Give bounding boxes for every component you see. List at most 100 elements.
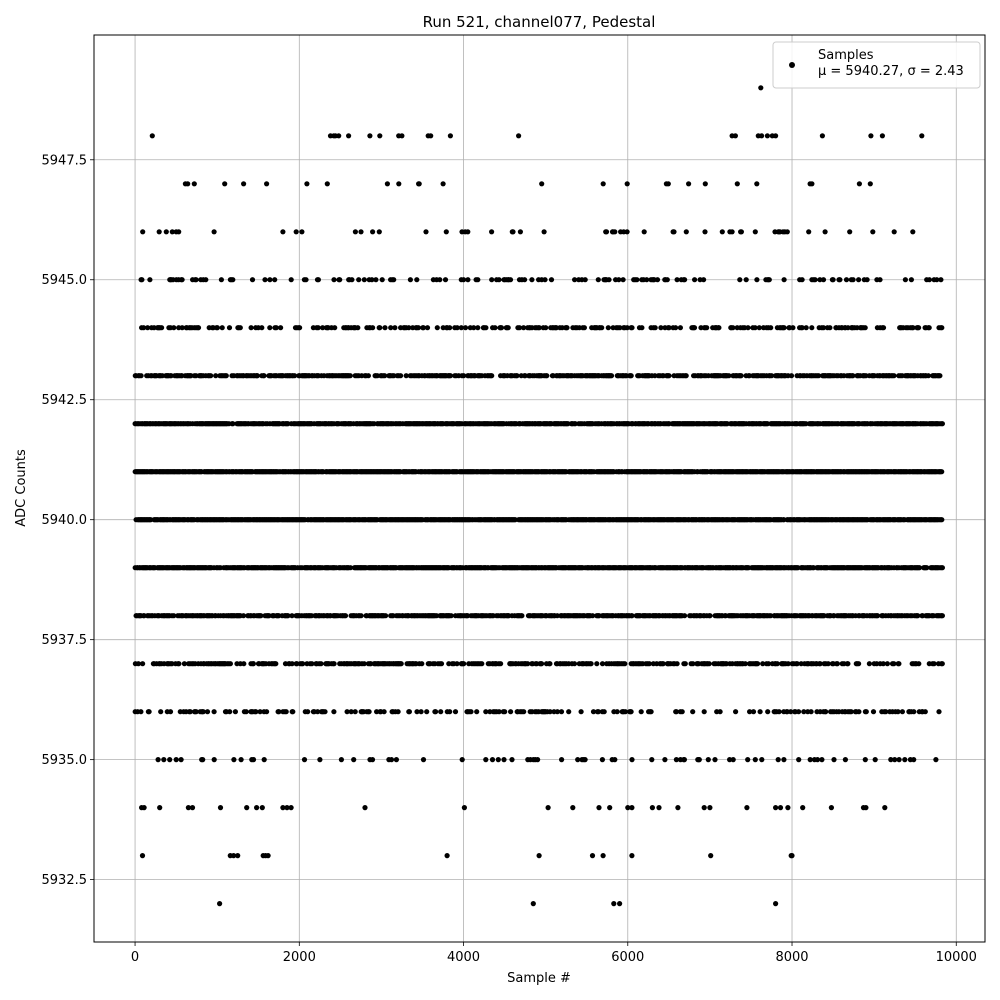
data-point <box>842 757 849 763</box>
data-point <box>383 613 389 619</box>
data-point <box>590 709 597 715</box>
grid-layer <box>94 35 985 942</box>
data-point <box>625 805 631 811</box>
data-point <box>227 661 233 667</box>
data-point <box>819 133 826 139</box>
data-point <box>483 757 489 763</box>
data-point <box>243 709 249 715</box>
data-point <box>931 661 937 667</box>
data-point <box>682 661 688 667</box>
data-point <box>346 133 352 139</box>
data-point <box>629 805 635 811</box>
data-point <box>888 757 894 763</box>
data-point <box>882 805 888 811</box>
data-point <box>241 661 247 667</box>
data-point <box>750 709 757 715</box>
data-point <box>261 757 267 763</box>
data-point <box>575 757 581 763</box>
data-point <box>178 757 184 763</box>
data-point <box>452 709 459 715</box>
data-point <box>649 757 655 763</box>
data-point <box>831 757 837 763</box>
data-point <box>674 661 680 667</box>
data-point <box>582 757 588 763</box>
data-point <box>701 709 707 715</box>
data-point <box>444 853 450 859</box>
data-point <box>381 709 387 715</box>
data-point <box>892 757 898 763</box>
data-point <box>158 709 164 715</box>
data-point <box>744 805 750 811</box>
data-point <box>301 757 308 763</box>
data-point <box>788 709 794 715</box>
data-point <box>200 757 206 763</box>
data-point <box>834 661 841 667</box>
data-point <box>315 709 321 715</box>
data-point <box>530 901 536 907</box>
data-point <box>461 805 467 811</box>
data-point <box>896 661 902 667</box>
data-point <box>629 613 635 619</box>
data-point <box>919 133 925 139</box>
data-point <box>622 709 629 715</box>
data-point <box>535 757 541 763</box>
data-point <box>474 709 480 715</box>
data-point <box>342 613 349 619</box>
data-point <box>880 661 886 667</box>
data-point <box>362 805 368 811</box>
data-point <box>388 757 395 763</box>
data-point <box>459 757 465 763</box>
data-point <box>638 709 644 715</box>
data-point <box>732 133 739 139</box>
data-point <box>181 661 187 667</box>
data-point <box>891 661 897 667</box>
data-point <box>217 901 223 907</box>
data-point <box>366 709 372 715</box>
data-point <box>496 709 502 715</box>
data-point <box>521 709 527 715</box>
data-point <box>235 853 241 859</box>
data-point <box>244 805 250 811</box>
data-point <box>628 373 634 379</box>
data-point <box>607 805 613 811</box>
data-point <box>547 661 553 667</box>
data-point <box>777 805 784 811</box>
data-point <box>566 709 572 715</box>
data-point <box>554 709 561 715</box>
data-point <box>261 373 267 379</box>
data-point <box>398 661 404 667</box>
data-point <box>420 757 427 763</box>
data-point <box>141 805 147 811</box>
data-point <box>747 709 753 715</box>
data-point <box>187 709 193 715</box>
data-point <box>398 373 404 379</box>
data-point <box>539 661 545 667</box>
data-point <box>891 373 897 379</box>
data-point <box>273 661 279 667</box>
data-point <box>899 709 906 715</box>
data-point <box>915 613 921 619</box>
data-point <box>489 373 495 379</box>
data-point <box>258 613 264 619</box>
data-point <box>250 757 257 763</box>
data-point <box>773 901 779 907</box>
data-point <box>727 757 733 763</box>
data-point <box>712 757 718 763</box>
data-point <box>161 757 167 763</box>
data-point <box>939 661 945 667</box>
data-point <box>525 661 531 667</box>
data-point <box>870 709 877 715</box>
data-point <box>796 757 802 763</box>
data-point <box>807 757 813 763</box>
data-point <box>240 613 247 619</box>
data-point <box>939 469 945 475</box>
data-point <box>629 757 635 763</box>
data-point <box>414 709 420 715</box>
data-point <box>808 709 814 715</box>
data-point <box>796 709 802 715</box>
data-point <box>936 709 942 715</box>
data-point <box>217 805 224 811</box>
data-point <box>189 805 196 811</box>
data-point <box>238 757 244 763</box>
data-point <box>862 757 868 763</box>
